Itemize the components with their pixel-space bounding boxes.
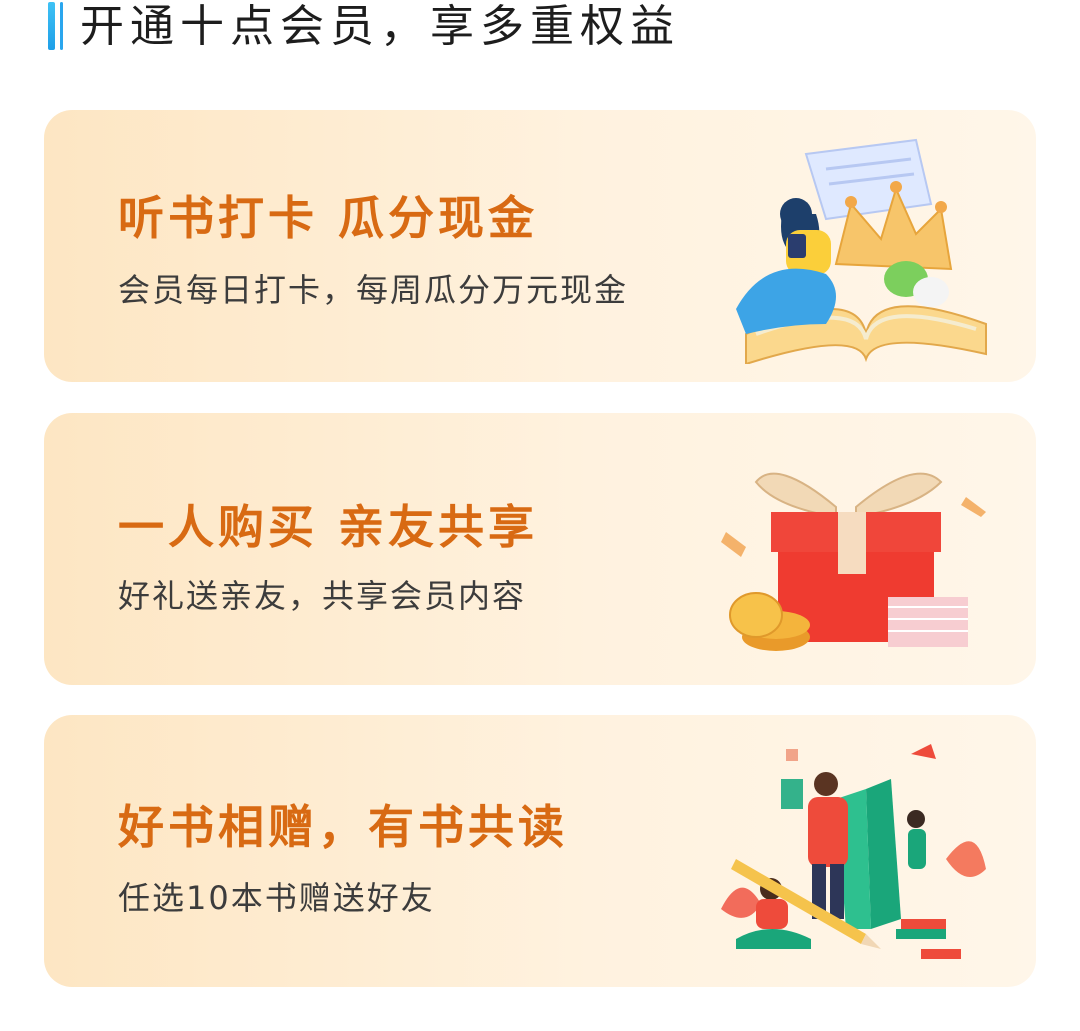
benefit-title: 听书打卡 瓜分现金 <box>118 191 539 245</box>
benefit-card-gift-books[interactable]: 好书相赠，有书共读 任选10本书赠送好友 <box>44 715 1036 987</box>
benefit-description: 任选10本书赠送好友 <box>118 879 435 917</box>
benefit-description: 会员每日打卡，每周瓜分万元现金 <box>118 271 629 309</box>
benefit-card-checkin[interactable]: 听书打卡 瓜分现金 会员每日打卡，每周瓜分万元现金 <box>44 110 1036 382</box>
accent-bar-thin <box>60 2 63 50</box>
reading-people-icon <box>721 744 986 959</box>
benefit-title: 好书相赠，有书共读 <box>118 800 568 854</box>
section-header: 开通十点会员，享多重权益 <box>0 0 1080 60</box>
gift-box-icon <box>721 472 986 651</box>
reading-book-crown-icon <box>736 138 987 364</box>
accent-bar <box>48 2 55 50</box>
section-title: 开通十点会员，享多重权益 <box>80 1 680 52</box>
benefit-card-share[interactable]: 一人购买 亲友共享 好礼送亲友，共享会员内容 <box>44 413 1036 685</box>
benefit-description: 好礼送亲友，共享会员内容 <box>118 577 527 615</box>
benefit-title: 一人购买 亲友共享 <box>118 500 539 554</box>
